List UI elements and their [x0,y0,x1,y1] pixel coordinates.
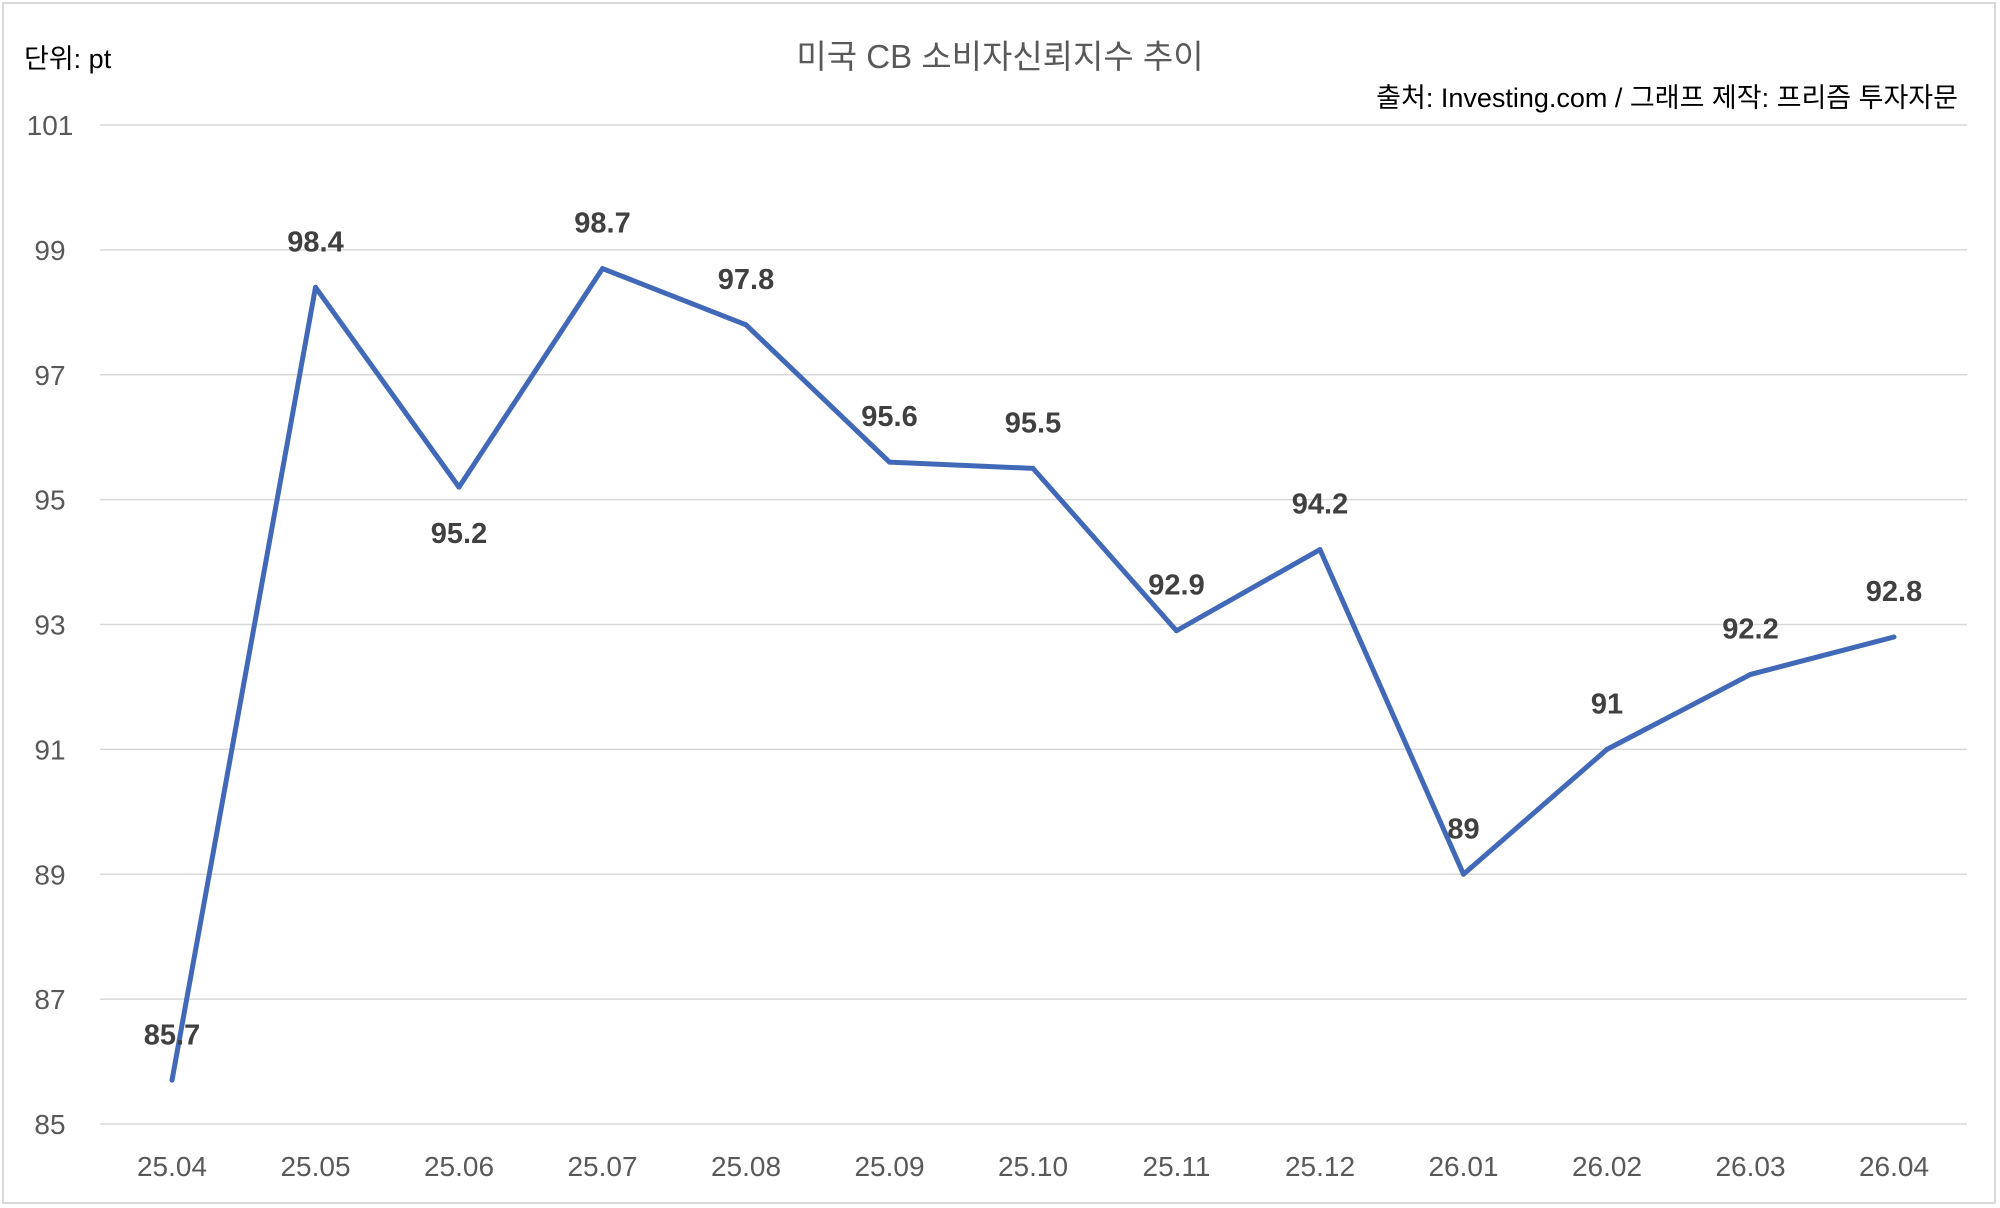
data-point [887,459,892,465]
data-label: 94.2 [1292,489,1348,521]
data-label: 97.8 [718,264,774,296]
x-tick-label: 25.11 [1143,1151,1211,1182]
x-tick-label: 25.05 [280,1151,350,1182]
x-tick-label: 25.06 [424,1151,494,1182]
x-tick-label: 25.10 [998,1151,1068,1182]
x-tick-label: 25.07 [567,1151,637,1182]
data-label: 92.2 [1722,613,1778,645]
data-label: 95.2 [431,518,487,550]
data-point [1174,628,1179,634]
y-tick-label: 93 [34,610,65,641]
x-tick-label: 26.01 [1428,1151,1498,1182]
x-tick-label: 25.04 [137,1151,207,1182]
data-label: 85.7 [144,1019,200,1051]
x-tick-label: 26.02 [1572,1151,1642,1182]
unit-label: 단위: pt [24,44,112,74]
data-label: 95.6 [861,401,917,433]
x-tick-label: 25.12 [1285,1151,1355,1182]
y-tick-label: 99 [34,235,65,266]
y-tick-label: 85 [34,1109,65,1140]
data-point [313,284,318,290]
y-tick-label: 95 [34,485,65,516]
y-tick-label: 101 [27,110,74,141]
data-label: 91 [1591,688,1623,720]
x-tick-label: 26.04 [1859,1151,1929,1182]
data-label: 92.8 [1866,576,1922,608]
data-label: 95.5 [1005,407,1061,439]
x-tick-label: 25.08 [711,1151,781,1182]
data-point [1748,671,1753,677]
data-point [169,1077,175,1083]
data-label: 92.9 [1148,570,1204,602]
data-point [1891,634,1897,640]
y-tick-label: 87 [34,984,65,1015]
data-label: 98.7 [574,208,630,240]
data-point [1604,746,1610,752]
data-point [1030,465,1036,471]
chart-title: 미국 CB 소비자신뢰지수 추이 [796,38,1203,75]
x-tick-label: 25.09 [854,1151,924,1182]
y-tick-label: 91 [34,734,65,765]
y-tick-label: 89 [34,859,65,890]
data-label: 89 [1447,813,1479,845]
data-label: 98.4 [287,226,343,258]
data-point [456,484,462,490]
source-label: 출처: Investing.com / 그래프 제작: 프리즘 투자자문 [1376,83,1958,113]
data-point [600,266,605,272]
data-point [743,322,749,328]
series-line [169,266,1895,1081]
data-point [1461,871,1466,877]
data-point [1317,547,1323,553]
y-tick-label: 97 [34,360,65,391]
x-tick-label: 26.03 [1715,1151,1785,1182]
